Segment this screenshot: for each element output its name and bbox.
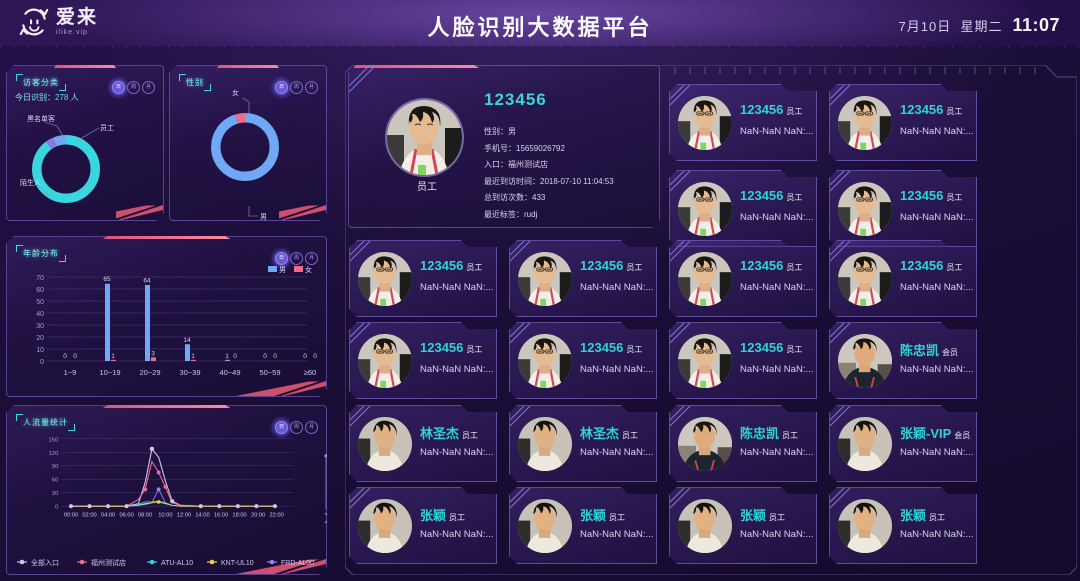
svg-text:1: 1	[225, 353, 229, 360]
svg-text:0: 0	[55, 505, 59, 511]
svg-text:0: 0	[263, 353, 267, 360]
svg-text:30: 30	[52, 491, 59, 497]
svg-text:3: 3	[151, 351, 155, 358]
svg-text:40~49: 40~49	[219, 368, 240, 377]
svg-text:0: 0	[233, 353, 237, 360]
svg-text:全部入口: 全部入口	[31, 558, 59, 567]
svg-text:30: 30	[36, 323, 44, 330]
svg-text:60: 60	[52, 478, 59, 484]
svg-text:65: 65	[103, 276, 111, 283]
svg-text:18:00: 18:00	[232, 512, 246, 518]
svg-text:60: 60	[36, 287, 44, 294]
svg-text:40: 40	[36, 311, 44, 318]
svg-text:50: 50	[36, 299, 44, 306]
svg-text:14: 14	[183, 337, 191, 344]
svg-text:0: 0	[73, 353, 77, 360]
svg-text:10~19: 10~19	[99, 368, 120, 377]
svg-text:1: 1	[111, 353, 115, 360]
svg-text:1: 1	[191, 353, 195, 360]
svg-text:50~59: 50~59	[259, 368, 280, 377]
svg-text:12:00: 12:00	[177, 512, 191, 518]
svg-text:00:00: 00:00	[64, 512, 78, 518]
svg-text:70: 70	[36, 275, 44, 282]
svg-text:10:00: 10:00	[158, 512, 172, 518]
svg-text:22:00: 22:00	[269, 512, 283, 518]
svg-text:0: 0	[303, 353, 307, 360]
svg-text:16:00: 16:00	[214, 512, 228, 518]
svg-text:06:00: 06:00	[119, 512, 133, 518]
svg-text:150: 150	[49, 437, 60, 443]
svg-text:64: 64	[143, 278, 151, 285]
svg-text:14:00: 14:00	[195, 512, 209, 518]
svg-text:30~39: 30~39	[179, 368, 200, 377]
svg-text:08:00: 08:00	[138, 512, 152, 518]
svg-text:02:00: 02:00	[82, 512, 96, 518]
svg-text:FRD-AL00: FRD-AL00	[281, 560, 314, 567]
svg-text:福州测试店: 福州测试店	[91, 558, 126, 567]
svg-text:90: 90	[52, 464, 59, 470]
svg-text:ATU-AL10: ATU-AL10	[161, 560, 193, 567]
svg-text:04:00: 04:00	[101, 512, 115, 518]
svg-text:20~29: 20~29	[139, 368, 160, 377]
svg-text:0: 0	[313, 353, 317, 360]
svg-text:1~9: 1~9	[64, 368, 77, 377]
svg-text:0: 0	[273, 353, 277, 360]
svg-text:10: 10	[36, 347, 44, 354]
svg-text:≥60: ≥60	[304, 368, 316, 377]
svg-text:KNT-UL10: KNT-UL10	[221, 560, 254, 567]
svg-text:120: 120	[49, 451, 60, 457]
svg-text:0: 0	[40, 359, 44, 366]
svg-text:20:00: 20:00	[251, 512, 265, 518]
svg-text:20: 20	[36, 335, 44, 342]
svg-text:0: 0	[63, 353, 67, 360]
